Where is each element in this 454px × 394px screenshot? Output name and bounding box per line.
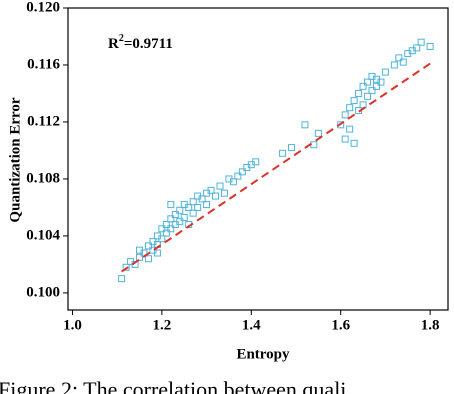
scatter-point <box>122 263 130 271</box>
scatter-point <box>167 201 175 209</box>
scatter-point <box>118 275 126 283</box>
scatter-point <box>364 92 372 100</box>
caption: Figure 2: The correlation between quali <box>0 377 346 394</box>
scatter-point <box>346 125 354 133</box>
scatter-point <box>189 198 197 206</box>
scatter-point <box>136 253 144 261</box>
annotation: R2=0.9711 <box>108 33 173 52</box>
scatter-point <box>377 78 385 86</box>
x-tick-label: 1.6 <box>331 317 350 333</box>
x-tick-label: 1.0 <box>63 317 82 333</box>
y-axis-label: Quantization Error <box>7 97 23 222</box>
scatter-point <box>162 221 170 229</box>
scatter-point <box>176 206 184 214</box>
x-tick-label: 1.2 <box>153 317 172 333</box>
x-axis-label: Entropy <box>236 346 290 362</box>
scatter-point <box>185 203 193 211</box>
scatter-point <box>194 203 202 211</box>
scatter-point <box>341 111 349 119</box>
scatter-point <box>198 195 206 203</box>
scatter-point <box>189 209 197 217</box>
scatter-point <box>216 182 224 190</box>
scatter-point <box>355 89 363 97</box>
scatter-point <box>229 178 237 186</box>
scatter-point <box>314 129 322 137</box>
scatter-point <box>212 192 220 200</box>
scatter-point <box>390 61 398 69</box>
scatter-point <box>144 242 152 250</box>
scatter-point <box>301 121 309 129</box>
scatter-point <box>368 87 376 95</box>
scatter-point <box>372 82 380 90</box>
annotation-base: R <box>108 36 119 52</box>
scatter-point <box>171 211 179 219</box>
scatter-point <box>310 141 318 149</box>
scatter-point <box>144 255 152 263</box>
scatter-point <box>207 186 215 194</box>
plot-frame <box>67 7 449 311</box>
scatter-point <box>180 213 188 221</box>
y-tick-label: 0.108 <box>26 170 60 186</box>
scatter-point <box>364 78 372 86</box>
scatter-point <box>176 218 184 226</box>
scatter-point <box>153 249 161 257</box>
x-tick-label: 1.8 <box>421 317 440 333</box>
scatter-point <box>413 44 421 52</box>
scatter-point <box>426 42 434 50</box>
x-tick-label: 1.4 <box>242 317 261 333</box>
annotation-sup: 2 <box>119 33 124 44</box>
scatter-point <box>252 158 260 166</box>
annotation-rest: =0.9711 <box>124 36 173 52</box>
scatter-point <box>162 229 170 237</box>
y-tick-label: 0.100 <box>26 284 60 300</box>
scatter-point <box>399 58 407 66</box>
scatter-point <box>341 135 349 143</box>
scatter-point <box>417 38 425 46</box>
y-tick-label: 0.104 <box>26 227 60 243</box>
scatter-point <box>381 68 389 76</box>
scatter-point <box>234 172 242 180</box>
scatter-point <box>158 225 166 233</box>
scatter-point <box>238 168 246 176</box>
scatter-point <box>359 82 367 90</box>
fit-line <box>121 62 431 273</box>
scatter-point <box>167 215 175 223</box>
scatter-point <box>279 149 287 157</box>
scatter-point <box>350 139 358 147</box>
scatter-point <box>220 189 228 197</box>
scatter-point <box>350 97 358 105</box>
y-tick-label: 0.112 <box>27 113 60 129</box>
scatter-point <box>395 54 403 62</box>
scatter-point <box>346 104 354 112</box>
scatter-point <box>158 235 166 243</box>
scatter-point <box>167 225 175 233</box>
scatter-point <box>288 144 296 152</box>
scatter-point <box>203 201 211 209</box>
y-tick-label: 0.116 <box>27 56 60 72</box>
y-tick-label: 0.120 <box>26 0 60 15</box>
